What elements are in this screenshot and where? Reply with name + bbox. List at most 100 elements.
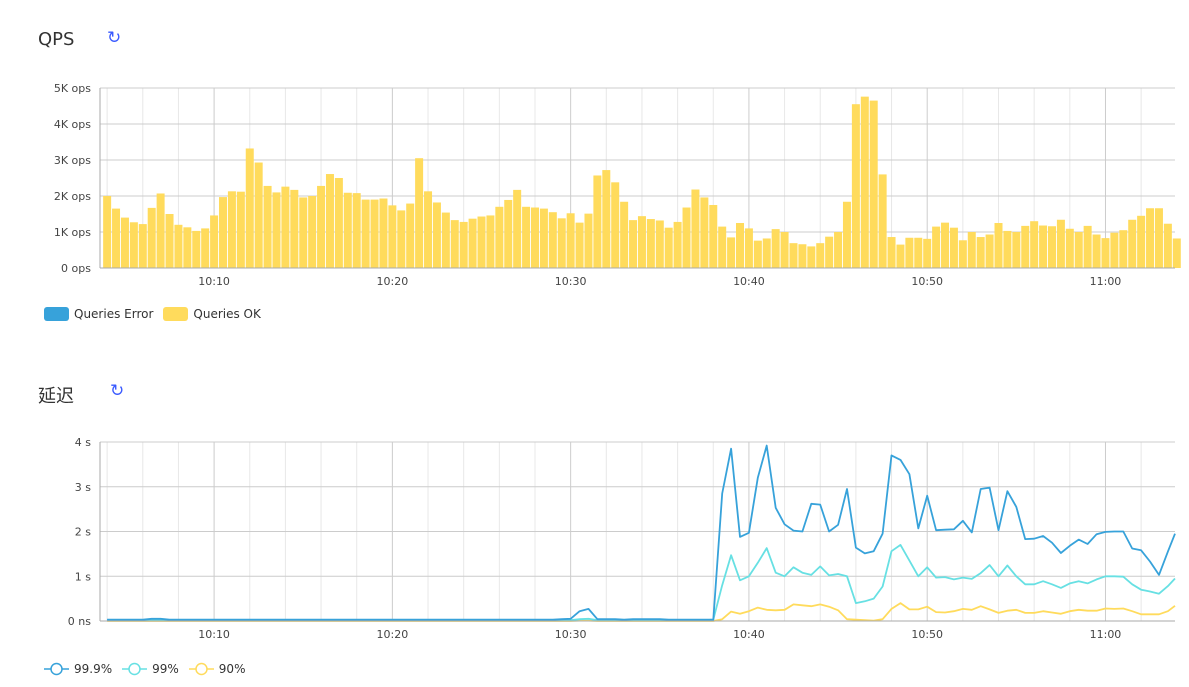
bar-queries-ok (557, 218, 566, 268)
x-tick-label: 10:20 (377, 275, 409, 288)
bar-queries-ok (949, 227, 958, 268)
bar-queries-ok (896, 244, 905, 268)
bar-queries-ok (629, 220, 638, 268)
bar-queries-ok (1101, 238, 1110, 268)
bar-queries-ok (219, 197, 228, 268)
x-tick-label: 11:00 (1090, 628, 1122, 641)
bar-queries-ok (682, 207, 691, 268)
bar-queries-ok (584, 213, 593, 268)
x-tick-label: 10:50 (911, 275, 943, 288)
bar-queries-ok (655, 220, 664, 268)
x-tick-label: 10:50 (911, 628, 943, 641)
bar-queries-ok (156, 193, 165, 268)
bar-queries-ok (343, 192, 352, 268)
bar-queries-ok (308, 196, 317, 268)
bar-queries-ok (869, 100, 878, 268)
x-tick-label: 11:00 (1090, 275, 1122, 288)
bar-queries-ok (1146, 208, 1155, 268)
legend-item-p90[interactable]: 90% (188, 662, 245, 676)
bar-queries-ok (976, 237, 985, 268)
bar-queries-ok (1128, 219, 1137, 268)
latency-refresh-icon[interactable]: ↻ (110, 381, 125, 401)
y-tick-label: 3 s (75, 481, 91, 494)
bar-queries-ok (103, 196, 112, 268)
bar-queries-ok (165, 214, 174, 268)
bar-queries-ok (1021, 225, 1030, 268)
bar-queries-ok (174, 224, 183, 268)
y-tick-label: 3K ops (54, 154, 91, 167)
bar-queries-ok (1012, 232, 1021, 268)
bar-queries-ok (290, 189, 299, 268)
bar-queries-ok (352, 193, 361, 268)
bar-queries-ok (1074, 232, 1083, 268)
bar-queries-ok (593, 175, 602, 268)
legend-item-p999[interactable]: 99.9% (44, 662, 112, 676)
bar-queries-ok (664, 227, 673, 268)
bar-queries-ok (816, 243, 825, 268)
legend-item-p99[interactable]: 99% (122, 662, 179, 676)
bar-queries-ok (789, 243, 798, 268)
bar-queries-ok (905, 237, 914, 268)
bar-queries-ok (958, 240, 967, 268)
bar-queries-ok (236, 191, 245, 268)
bar-queries-ok (1030, 221, 1039, 268)
bar-queries-ok (1039, 225, 1048, 268)
bar-queries-ok (575, 222, 584, 268)
legend-label: 99.9% (74, 662, 113, 676)
bar-queries-ok (842, 201, 851, 268)
bar-queries-ok (1065, 228, 1074, 268)
bar-queries-ok (495, 206, 504, 268)
bar-queries-ok (1003, 230, 1012, 268)
bar-queries-ok (611, 182, 620, 268)
bar-queries-ok (736, 223, 745, 268)
bar-queries-ok (798, 244, 807, 268)
x-tick-label: 10:10 (198, 628, 230, 641)
legend-swatch (44, 307, 69, 321)
bar-queries-ok (129, 222, 138, 268)
bar-queries-ok (147, 207, 156, 268)
bar-queries-ok (566, 213, 575, 268)
bar-queries-ok (539, 208, 548, 268)
bar-queries-ok (522, 206, 531, 268)
bar-queries-ok (138, 224, 147, 268)
bar-queries-ok (299, 197, 308, 268)
bar-queries-ok (263, 185, 272, 268)
bar-queries-ok (932, 226, 941, 268)
legend-item-queries-error[interactable]: Queries Error (44, 307, 153, 321)
bar-queries-ok (513, 189, 522, 268)
bar-queries-ok (334, 178, 343, 268)
legend-line-circle-icon (44, 662, 69, 676)
x-tick-label: 10:10 (198, 275, 230, 288)
bar-queries-ok (834, 232, 843, 268)
bar-queries-ok (718, 226, 727, 268)
legend-label: Queries Error (74, 307, 154, 321)
bar-queries-ok (637, 216, 646, 268)
bar-queries-ok (1110, 232, 1119, 268)
legend-line-circle-icon (122, 662, 148, 676)
bar-queries-ok (120, 217, 129, 268)
y-tick-label: 2 s (75, 526, 91, 539)
bar-queries-ok (1092, 234, 1101, 268)
bar-queries-ok (753, 240, 762, 268)
legend-item-queries-ok[interactable]: Queries OK (163, 307, 261, 321)
bar-queries-ok (673, 221, 682, 268)
bar-queries-ok (379, 198, 388, 268)
bar-queries-ok (700, 197, 709, 268)
bar-queries-ok (424, 191, 433, 268)
qps-panel-title: QPS (38, 29, 75, 50)
bar-queries-ok (192, 230, 201, 268)
x-tick-label: 10:20 (377, 628, 409, 641)
bar-queries-ok (245, 148, 254, 268)
y-tick-label: 5K ops (54, 82, 91, 95)
legend-swatch (163, 307, 189, 321)
bar-queries-ok (807, 246, 816, 268)
bar-queries-ok (254, 162, 263, 268)
bar-queries-ok (317, 185, 326, 268)
y-tick-label: 2K ops (54, 190, 91, 203)
bar-queries-ok (1056, 219, 1065, 268)
bar-queries-ok (281, 186, 290, 268)
qps-refresh-icon[interactable]: ↻ (107, 28, 122, 48)
bar-queries-ok (325, 174, 334, 268)
legend-line-circle-icon (188, 662, 214, 676)
bar-queries-ok (548, 212, 557, 268)
